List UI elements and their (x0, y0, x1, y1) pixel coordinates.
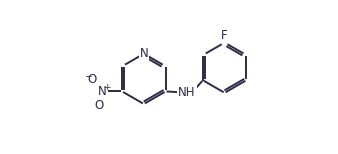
Text: −: − (84, 71, 92, 81)
Text: O: O (94, 99, 103, 112)
Text: NH: NH (178, 86, 196, 99)
Text: N: N (140, 47, 148, 60)
Text: F: F (221, 29, 228, 42)
Text: +: + (103, 83, 111, 92)
Text: O: O (88, 73, 97, 86)
Text: N: N (98, 85, 107, 98)
